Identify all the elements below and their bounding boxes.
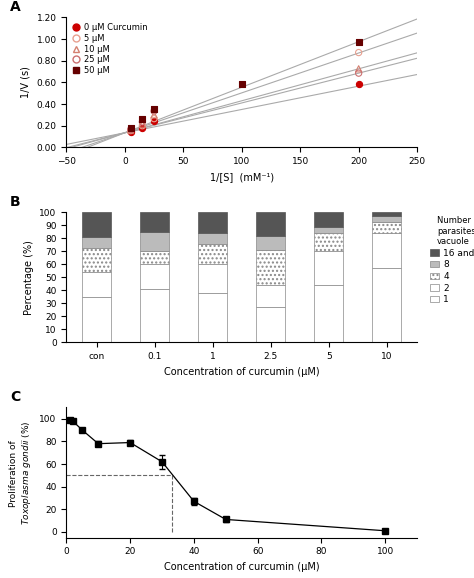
Point <box>138 124 146 133</box>
Point <box>150 114 158 123</box>
Text: A: A <box>10 0 21 14</box>
Point <box>138 117 146 127</box>
Bar <box>140 265 169 289</box>
Bar <box>372 216 401 221</box>
Y-axis label: 1/V (s): 1/V (s) <box>21 66 31 98</box>
Bar <box>198 233 227 243</box>
Bar <box>314 227 343 233</box>
Point <box>138 121 146 130</box>
Bar <box>372 233 401 268</box>
Bar <box>198 265 227 293</box>
Bar <box>198 243 227 264</box>
Bar <box>198 293 227 342</box>
Bar <box>198 212 227 233</box>
Point <box>127 124 135 133</box>
Bar <box>82 237 111 247</box>
Bar <box>82 297 111 342</box>
Point <box>138 120 146 129</box>
Bar <box>82 212 111 237</box>
Bar <box>372 268 401 342</box>
Point <box>138 114 146 123</box>
Point <box>355 37 363 46</box>
Text: Proliferation of 
$\it{Toxoplasma}$ $\it{gondii}$ (%): Proliferation of $\it{Toxoplasma}$ $\it{… <box>9 420 33 525</box>
Text: B: B <box>10 195 21 209</box>
X-axis label: 1/[S]  (mM⁻¹): 1/[S] (mM⁻¹) <box>210 172 274 181</box>
Bar <box>314 285 343 342</box>
Bar <box>82 272 111 297</box>
Point <box>355 69 363 78</box>
Bar <box>82 247 111 272</box>
Bar <box>140 232 169 251</box>
Legend: 0 μM Curcumin, 5 μM, 10 μM, 25 μM, 50 μM: 0 μM Curcumin, 5 μM, 10 μM, 25 μM, 50 μM <box>71 21 149 76</box>
Point <box>150 116 158 125</box>
Point <box>150 106 158 116</box>
Point <box>355 79 363 88</box>
Text: C: C <box>10 390 20 404</box>
Bar <box>256 212 285 236</box>
Y-axis label: Percentage (%): Percentage (%) <box>24 240 34 315</box>
Bar <box>256 285 285 307</box>
Bar <box>372 221 401 233</box>
Point <box>150 104 158 113</box>
Point <box>150 110 158 120</box>
Point <box>127 126 135 135</box>
Bar <box>372 212 401 216</box>
Legend: 16 and 32, 8, 4, 2, 1: 16 and 32, 8, 4, 2, 1 <box>428 214 474 306</box>
Point <box>127 127 135 136</box>
Bar <box>314 233 343 251</box>
Bar <box>256 307 285 342</box>
X-axis label: Concentration of curcumin (μM): Concentration of curcumin (μM) <box>164 562 319 572</box>
Point <box>238 79 246 88</box>
Bar <box>140 251 169 264</box>
Bar <box>140 289 169 342</box>
Bar <box>314 212 343 227</box>
Point <box>355 48 363 57</box>
Bar <box>140 212 169 232</box>
Bar <box>256 250 285 285</box>
Point <box>127 125 135 134</box>
Point <box>127 125 135 135</box>
Point <box>355 64 363 73</box>
X-axis label: Concentration of curcumin (μM): Concentration of curcumin (μM) <box>164 367 319 377</box>
Bar <box>256 236 285 250</box>
Bar <box>314 251 343 285</box>
